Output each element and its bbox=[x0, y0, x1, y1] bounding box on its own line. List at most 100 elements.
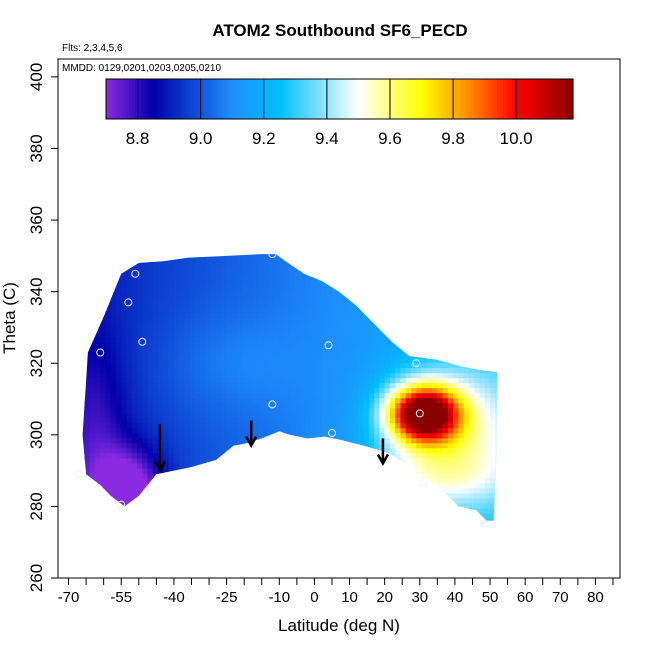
heatmap-cell bbox=[395, 412, 402, 419]
heatmap-cell bbox=[484, 487, 491, 494]
heatmap-cell bbox=[426, 287, 433, 293]
heatmap-cell bbox=[426, 282, 433, 288]
heatmap-cell bbox=[426, 407, 433, 414]
heatmap-cell bbox=[110, 287, 117, 293]
heatmap-cell bbox=[231, 387, 238, 394]
heatmap-cell bbox=[137, 472, 143, 479]
heatmap-cell bbox=[395, 277, 402, 283]
heatmap-cell bbox=[442, 317, 449, 324]
heatmap-cell bbox=[405, 254, 412, 258]
heatmap-cell bbox=[84, 502, 91, 509]
heatmap-cell bbox=[179, 362, 186, 369]
heatmap-cell bbox=[426, 392, 433, 399]
heatmap-cell bbox=[126, 497, 133, 504]
heatmap-cell bbox=[226, 392, 233, 399]
heatmap-cell bbox=[479, 417, 486, 424]
heatmap-cell bbox=[268, 507, 275, 514]
heatmap-cell bbox=[416, 452, 423, 459]
heatmap-cell bbox=[426, 357, 433, 364]
heatmap-cell bbox=[142, 502, 149, 509]
heatmap-cell bbox=[437, 442, 444, 449]
heatmap-cell bbox=[152, 272, 159, 278]
heatmap-cell bbox=[115, 292, 122, 298]
heatmap-cell bbox=[389, 322, 396, 329]
colorbar-segment bbox=[532, 79, 536, 119]
heatmap-cell bbox=[115, 277, 122, 283]
heatmap-cell bbox=[447, 487, 454, 494]
heatmap-cell bbox=[94, 267, 101, 273]
heatmap-cell bbox=[474, 297, 481, 303]
heatmap-cell bbox=[289, 287, 296, 293]
heatmap-cell bbox=[411, 492, 417, 499]
heatmap-cell bbox=[468, 502, 475, 509]
heatmap-cell bbox=[326, 257, 333, 263]
heatmap-cell bbox=[411, 523, 417, 529]
heatmap-cell bbox=[221, 507, 228, 514]
heatmap-cell bbox=[131, 387, 138, 394]
sample-point bbox=[96, 348, 105, 357]
heatmap-cell bbox=[305, 292, 312, 298]
heatmap-cell bbox=[121, 523, 127, 529]
heatmap-cell bbox=[310, 382, 317, 389]
heatmap-cell bbox=[458, 337, 465, 344]
heatmap-cell bbox=[495, 362, 498, 369]
heatmap-cell bbox=[421, 422, 428, 429]
heatmap-cell bbox=[405, 342, 412, 349]
heatmap-cell bbox=[379, 342, 386, 349]
heatmap-cell bbox=[252, 447, 259, 454]
heatmap-cell bbox=[205, 277, 212, 283]
heatmap-cell bbox=[331, 437, 338, 444]
heatmap-cell bbox=[347, 452, 354, 459]
heatmap-cell bbox=[400, 457, 407, 464]
heatmap-cell bbox=[289, 357, 296, 364]
heatmap-cell bbox=[353, 372, 359, 379]
heatmap-cell bbox=[82, 277, 85, 283]
heatmap-cell bbox=[216, 442, 222, 449]
heatmap-cell bbox=[279, 282, 286, 288]
heatmap-cell bbox=[274, 272, 280, 278]
heatmap-cell bbox=[300, 332, 307, 339]
heatmap-cell bbox=[374, 467, 380, 474]
heatmap-cell bbox=[173, 407, 180, 414]
heatmap-cell bbox=[310, 312, 317, 319]
heatmap-cell bbox=[479, 432, 486, 439]
heatmap-cell bbox=[210, 432, 217, 439]
heatmap-cell bbox=[126, 292, 133, 298]
heatmap-cell bbox=[237, 402, 244, 409]
heatmap-cell bbox=[358, 267, 365, 273]
heatmap-cell bbox=[432, 462, 438, 469]
heatmap-cell bbox=[347, 507, 354, 514]
heatmap-cell bbox=[316, 512, 323, 519]
heatmap-cell bbox=[326, 417, 333, 424]
heatmap-cell bbox=[152, 452, 159, 459]
heatmap-cell bbox=[168, 257, 175, 263]
heatmap-cell bbox=[358, 342, 365, 349]
heatmap-cell bbox=[300, 292, 307, 298]
heatmap-cell bbox=[126, 462, 133, 469]
heatmap-cell bbox=[121, 262, 128, 268]
heatmap-cell bbox=[437, 392, 444, 399]
heatmap-cell bbox=[400, 254, 407, 258]
heatmap-cell bbox=[142, 512, 149, 519]
heatmap-cell bbox=[179, 372, 186, 379]
heatmap-cell bbox=[231, 352, 238, 359]
heatmap-cell bbox=[305, 267, 312, 273]
sample-point bbox=[412, 359, 421, 368]
heatmap-cell bbox=[131, 412, 138, 419]
heatmap-cell bbox=[342, 512, 349, 519]
heatmap-cell bbox=[258, 327, 265, 334]
heatmap-cell bbox=[205, 437, 212, 444]
heatmap-cell bbox=[263, 457, 270, 464]
heatmap-cell bbox=[405, 257, 412, 263]
heatmap-cell bbox=[368, 352, 375, 359]
heatmap-cell bbox=[405, 462, 412, 469]
heatmap-cell bbox=[400, 277, 407, 283]
colorbar-segment bbox=[202, 79, 206, 119]
heatmap-cell bbox=[247, 477, 254, 484]
heatmap-cell bbox=[463, 457, 470, 464]
heatmap-cell bbox=[158, 402, 164, 409]
heatmap-cell bbox=[479, 402, 486, 409]
heatmap-cell bbox=[121, 442, 128, 449]
heatmap-cell bbox=[479, 352, 486, 359]
heatmap-cell bbox=[453, 272, 460, 278]
